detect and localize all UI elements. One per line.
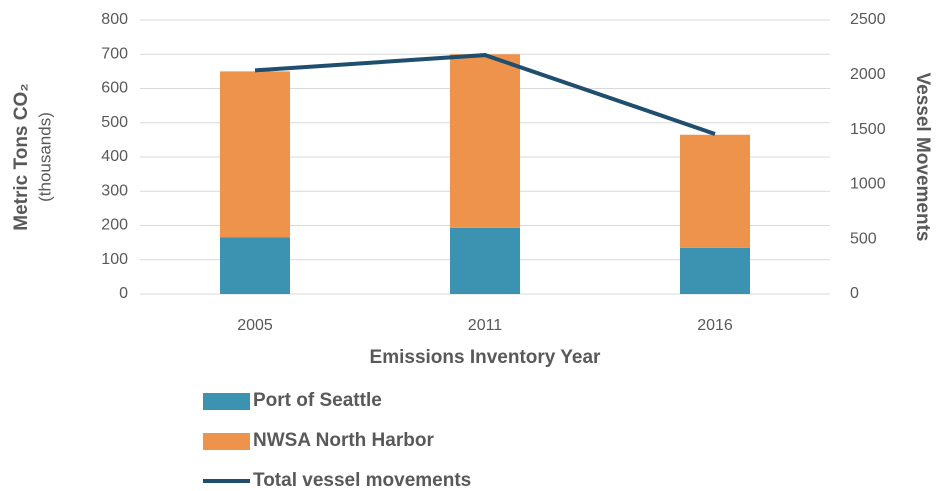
- bar: [680, 247, 750, 294]
- y2-axis-title: Vessel Movements: [912, 73, 933, 242]
- y-axis-title: Metric Tons CO₂: [11, 83, 32, 230]
- y-tick-label: 100: [101, 251, 128, 268]
- x-tick-label: 2005: [237, 317, 273, 334]
- y2-tick-label: 500: [850, 230, 877, 247]
- y2-tick-label: 2500: [850, 11, 886, 28]
- bar: [450, 227, 520, 294]
- y2-tick-label: 1000: [850, 176, 886, 193]
- legend-label: Total vessel movements: [253, 470, 471, 491]
- y-tick-label: 700: [101, 45, 128, 62]
- bar: [680, 134, 750, 248]
- x-tick-label: 2011: [468, 317, 503, 334]
- y-tick-label: 200: [101, 217, 128, 234]
- legend-swatch: [203, 393, 250, 410]
- y2-tick-label: 0: [850, 285, 859, 302]
- legend-swatch: [203, 433, 250, 450]
- x-axis-title: Emissions Inventory Year: [370, 347, 602, 368]
- bar: [450, 54, 520, 228]
- y-tick-label: 300: [101, 182, 128, 199]
- y-axis-note: (thousands): [35, 112, 54, 202]
- y-tick-label: 600: [101, 80, 128, 97]
- y-tick-label: 800: [101, 11, 128, 28]
- y2-tick-label: 1500: [850, 121, 886, 138]
- legend-label: NWSA North Harbor: [253, 430, 434, 451]
- bar: [220, 237, 290, 294]
- line: [254, 53, 716, 136]
- y2-tick-label: 2000: [850, 66, 886, 83]
- x-tick-label: 2016: [697, 317, 733, 334]
- y-tick-label: 400: [101, 148, 128, 165]
- bar: [220, 71, 290, 238]
- y-tick-label: 500: [101, 114, 128, 131]
- y-tick-label: 0: [119, 285, 128, 302]
- legend-label: Port of Seattle: [253, 390, 382, 411]
